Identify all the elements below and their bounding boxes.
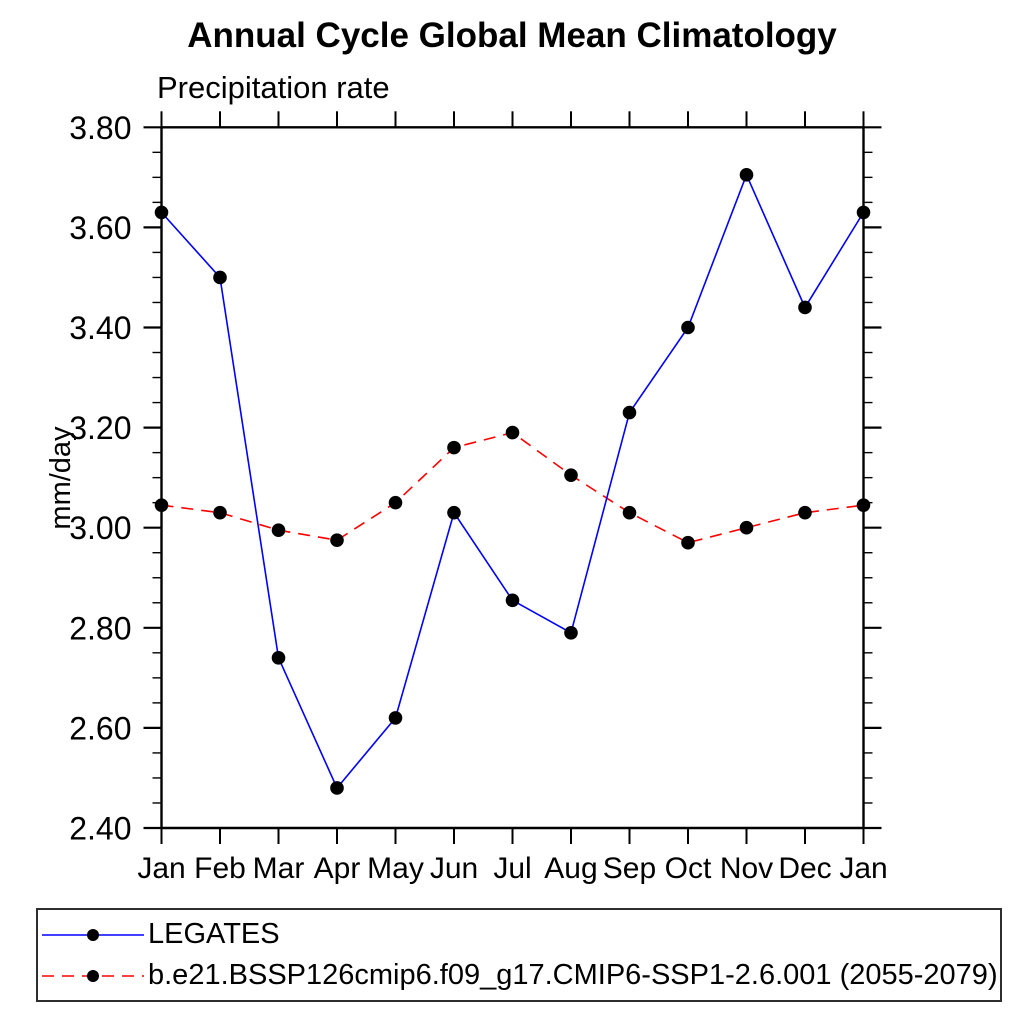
- data-point-legates: [798, 300, 812, 315]
- x-tick-label: Jan: [137, 852, 185, 885]
- x-tick-label: Apr: [314, 852, 361, 885]
- y-tick-label: 3.40: [69, 310, 131, 346]
- data-point-legates: [622, 405, 637, 420]
- series-line-legates: [160, 172, 865, 790]
- legend-marker-solid-line-dot: [42, 928, 144, 941]
- data-point-model: [798, 505, 812, 520]
- y-tick-label: 2.60: [69, 710, 131, 746]
- y-tick-label: 3.20: [69, 410, 131, 446]
- x-tick-label: Aug: [544, 852, 597, 885]
- y-tick-label: 3.80: [69, 110, 131, 146]
- data-point-legates: [564, 626, 578, 640]
- data-point-model: [330, 533, 344, 548]
- data-point-model: [213, 505, 227, 520]
- y-tick-label: 2.80: [69, 610, 131, 646]
- y-tick-label: 2.40: [69, 811, 131, 847]
- x-tick-label: May: [367, 852, 424, 885]
- x-tick-label: Dec: [778, 852, 831, 885]
- data-point-model: [154, 498, 169, 512]
- x-tick-label: Jul: [493, 852, 531, 885]
- y-tick-label: 3.60: [69, 210, 131, 246]
- x-tick-label: Jan: [839, 852, 887, 885]
- data-point-model: [447, 440, 461, 455]
- data-point-legates: [739, 168, 754, 182]
- data-point-legates: [856, 205, 871, 220]
- data-point-legates: [505, 593, 520, 608]
- data-point-model: [388, 495, 403, 510]
- data-point-model: [856, 498, 871, 512]
- data-point-legates: [388, 711, 403, 725]
- data-point-legates: [330, 781, 344, 795]
- data-point-model: [739, 520, 754, 535]
- data-point-legates: [271, 651, 286, 665]
- legend-box: LEGATES b.e21.BSSP126cmip6.f09_g17.CMIP6…: [36, 908, 1002, 1002]
- legend-label-model: b.e21.BSSP126cmip6.f09_g17.CMIP6-SSP1-2.…: [148, 959, 998, 991]
- data-point-model: [681, 535, 695, 550]
- data-point-model: [271, 523, 286, 538]
- x-tick-label: Jun: [430, 852, 478, 885]
- x-tick-label: Feb: [194, 852, 246, 885]
- data-point-model: [622, 505, 637, 520]
- legend-entry-model: b.e21.BSSP126cmip6.f09_g17.CMIP6-SSP1-2.…: [38, 955, 1000, 996]
- x-tick-label: Oct: [665, 852, 712, 885]
- legend-marker-dashed-line-dot: [42, 969, 144, 982]
- series-line-model: [161, 431, 864, 544]
- y-axis-title: mm/day: [45, 426, 77, 530]
- y-tick-label: 3.00: [69, 510, 131, 546]
- data-point-legates: [681, 320, 695, 335]
- legend-label-legates: LEGATES: [148, 918, 280, 950]
- x-tick-label: Sep: [603, 852, 656, 885]
- legend-entry-legates: LEGATES: [38, 914, 1000, 955]
- data-point-legates: [213, 270, 227, 285]
- x-tick-label: Nov: [720, 852, 773, 885]
- data-point-model: [505, 425, 520, 440]
- chart-subtitle: Precipitation rate: [157, 70, 390, 105]
- data-point-legates: [154, 205, 169, 220]
- chart-title: Annual Cycle Global Mean Climatology: [187, 16, 837, 55]
- data-point-legates: [447, 505, 461, 520]
- data-point-model: [564, 468, 578, 482]
- x-tick-label: Mar: [253, 852, 305, 885]
